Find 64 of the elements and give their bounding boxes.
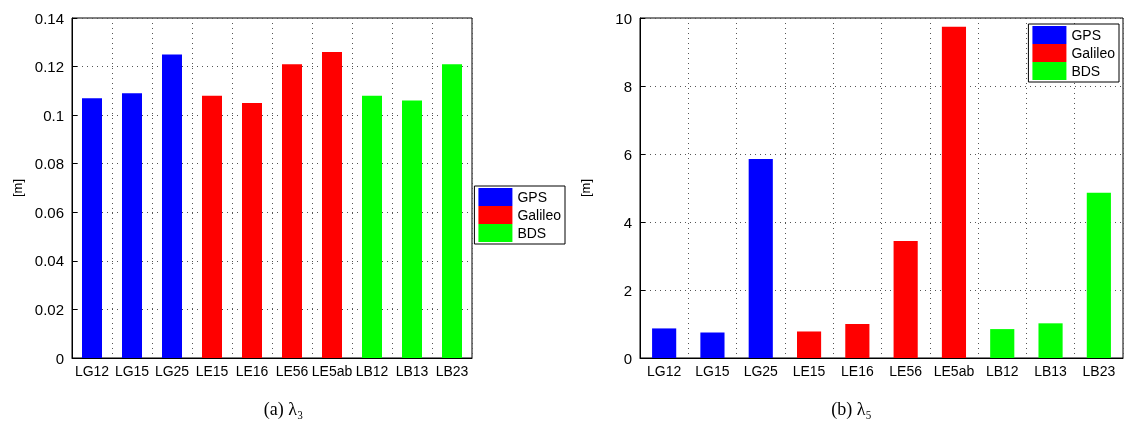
x-tick-label: LG12: [74, 363, 110, 379]
y-tick-label: 0.06: [34, 203, 64, 221]
y-tick-label: 10: [615, 9, 632, 27]
bar: [990, 329, 1015, 358]
x-tick-label: LB23: [435, 363, 469, 379]
legend-label: BDS: [517, 225, 547, 241]
bar: [941, 26, 967, 358]
bar: [122, 93, 142, 358]
x-tick-label: LE15: [195, 363, 229, 379]
y-tick-label: 0: [623, 349, 632, 367]
legend-label: GPS: [517, 189, 547, 205]
bar: [1038, 323, 1063, 358]
y-tick-label: 0.12: [34, 58, 64, 76]
bar: [202, 95, 222, 358]
x-tick-label: LE16: [841, 363, 874, 379]
bar: [1086, 192, 1111, 358]
y-tick-label: 0.02: [34, 300, 64, 318]
legend-label: BDS: [1071, 63, 1101, 79]
y-tick-label: 4: [623, 213, 632, 231]
x-tick-label: LB13: [1034, 363, 1068, 379]
y-tick-label: 8: [623, 77, 632, 95]
x-tick-label: LE5ab: [311, 363, 353, 379]
text: (a) λ₃: [263, 399, 304, 420]
bar: [893, 241, 918, 358]
bar: [442, 64, 462, 358]
bar: [748, 159, 773, 358]
y-tick-label: 0.14: [34, 9, 64, 27]
x-tick-label: LG25: [743, 363, 779, 379]
x-tick-label: LB23: [1082, 363, 1116, 379]
y-tick-label: 0.08: [34, 155, 64, 173]
bar: [162, 54, 182, 358]
x-tick-label: LE5ab: [933, 363, 975, 379]
bar: [700, 332, 725, 358]
y-axis-title: [m]: [578, 178, 593, 198]
legend-label: GPS: [1071, 27, 1101, 43]
x-tick-label: LE56: [275, 363, 309, 379]
bar: [796, 331, 822, 358]
legend-label: Galileo: [517, 207, 562, 223]
bar: [402, 100, 422, 358]
bar: [282, 64, 302, 358]
legend-label: Galileo: [1071, 45, 1116, 61]
x-tick-label: LE15: [792, 363, 826, 379]
bar: [322, 52, 342, 358]
x-tick-label: LE16: [235, 363, 269, 379]
y-axis-title: [m]: [9, 178, 25, 198]
y-tick-label: 0.1: [43, 106, 64, 124]
bar: [82, 98, 102, 358]
y-tick-label: 0: [55, 349, 64, 367]
bar: [242, 103, 262, 358]
x-tick-label: LG12: [647, 363, 682, 379]
x-tick-label: LG15: [114, 363, 150, 379]
bar: [362, 95, 382, 358]
text: (b) λ₅: [831, 399, 872, 420]
y-tick-label: 2: [623, 281, 632, 299]
x-tick-label: LB13: [395, 363, 429, 379]
x-tick-label: LB12: [985, 363, 1019, 379]
x-tick-label: LG25: [154, 363, 190, 379]
x-tick-label: LB12: [355, 363, 389, 379]
bar: [652, 328, 677, 358]
x-tick-label: LG15: [695, 363, 730, 379]
x-tick-label: LE56: [889, 363, 923, 379]
y-tick-label: 0.04: [34, 252, 64, 270]
bar: [845, 324, 870, 358]
y-tick-label: 6: [623, 145, 632, 163]
